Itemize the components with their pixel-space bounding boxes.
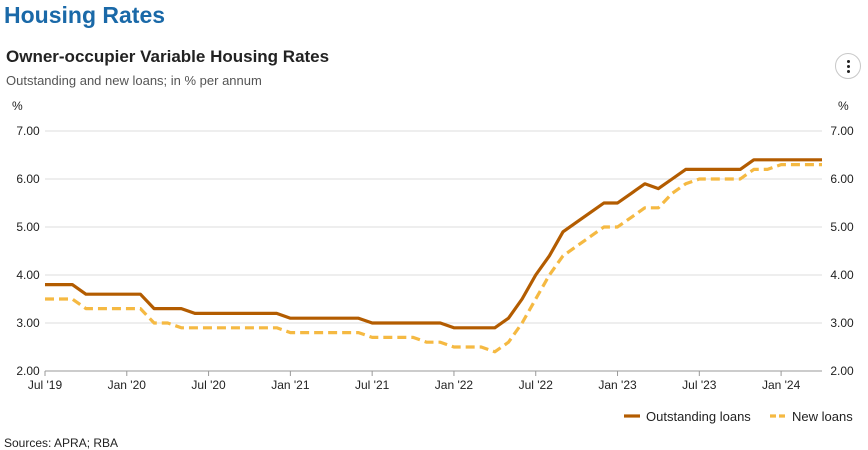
legend-item-new-loans[interactable]: New loans: [770, 409, 853, 424]
legend-label: Outstanding loans: [646, 409, 751, 424]
x-tick-label: Jul '21: [355, 378, 390, 392]
legend-label: New loans: [792, 409, 853, 424]
x-tick-label: Jul '19: [28, 378, 63, 392]
x-tick-label: Jan '22: [435, 378, 474, 392]
legend: Outstanding loans New loans: [624, 409, 853, 424]
gridlines: [45, 130, 822, 372]
y-tick-label-left: 4.00: [16, 268, 40, 282]
series-lines: [45, 158, 822, 354]
y-tick-label-left: 3.00: [16, 316, 40, 330]
chart-subtitle: Outstanding and new loans; in % per annu…: [6, 73, 262, 88]
y-tick-label-left: 6.00: [16, 172, 40, 186]
x-tick-label: Jul '20: [191, 378, 226, 392]
series-line-outstanding-loans: [45, 158, 822, 330]
sources-note: Sources: APRA; RBA: [4, 436, 119, 450]
y-tick-label-left: 2.00: [16, 364, 40, 378]
y-unit-right: %: [838, 99, 849, 113]
y-tick-label-left: 5.00: [16, 220, 40, 234]
chart-title: Owner-occupier Variable Housing Rates: [6, 47, 330, 66]
axes: 2.00 2.00 3.00 3.00 4.00 4.00 5.00 5.00 6.00 6.00…: [12, 99, 854, 392]
y-unit-left: %: [12, 99, 23, 113]
x-tick-label: Jul '22: [519, 378, 554, 392]
y-tick-label-right: 7.00: [830, 124, 854, 138]
x-tick-label: Jul '23: [682, 378, 717, 392]
x-tick-label: Jan '23: [598, 378, 637, 392]
y-tick-label-right: 5.00: [830, 220, 854, 234]
y-tick-label-right: 3.00: [830, 316, 854, 330]
y-tick-label-right: 2.00: [830, 364, 854, 378]
line-chart: 2.00 2.00 3.00 3.00 4.00 4.00 5.00 5.00 6.00 6.00…: [12, 99, 854, 424]
y-tick-label-right: 6.00: [830, 172, 854, 186]
x-tick-label: Jan '21: [271, 378, 310, 392]
x-tick-label: Jan '24: [762, 378, 801, 392]
y-tick-label-left: 7.00: [16, 124, 40, 138]
x-tick-label: Jan '20: [108, 378, 147, 392]
y-tick-label-right: 4.00: [830, 268, 854, 282]
chart-menu-button[interactable]: [835, 53, 861, 79]
legend-item-outstanding-loans[interactable]: Outstanding loans: [624, 409, 751, 424]
page-title: Housing Rates: [4, 2, 166, 28]
vertical-ellipsis-icon: [846, 59, 850, 63]
